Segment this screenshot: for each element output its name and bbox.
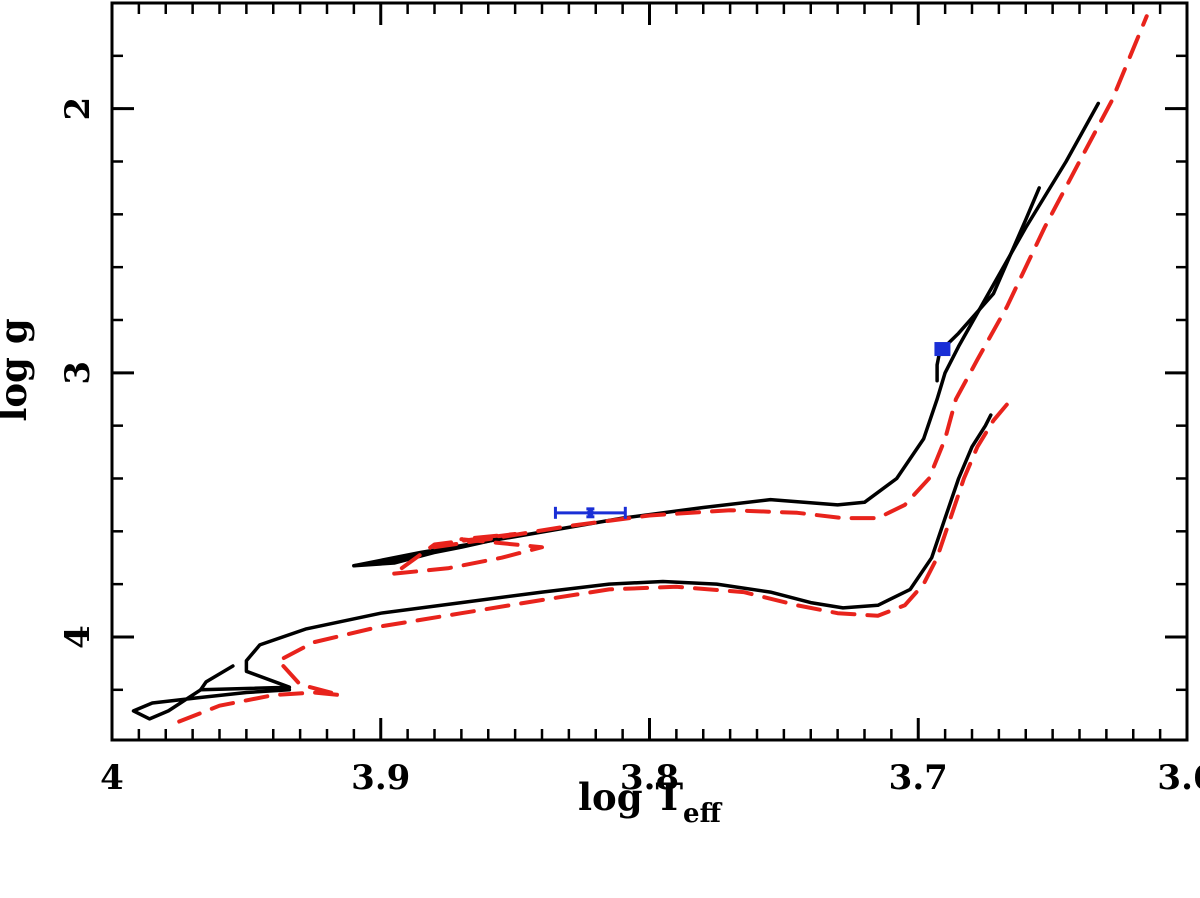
plot-frame	[110, 1, 1189, 742]
x-tick-label: 3.9	[351, 758, 410, 798]
series-group	[131, 14, 1149, 724]
x-axis-label-main: log T	[578, 775, 683, 819]
y-tick-label: 3	[58, 361, 98, 385]
major-ticks-group	[110, 3, 1189, 740]
y-tick-label: 4	[58, 625, 98, 649]
minor-ticks-group	[110, 1, 1189, 740]
track-2-solid	[131, 688, 292, 721]
track-1-dashed	[177, 402, 1009, 724]
track-3-solid	[352, 101, 1101, 568]
observed-star-main	[586, 509, 594, 517]
track-2-dashed	[392, 532, 544, 576]
x-tick-label: 3.8	[620, 758, 679, 798]
x-tick-label: 3.6	[1157, 758, 1200, 798]
x-axis-label-sub: eff	[683, 799, 723, 829]
y-tick-label: 2	[58, 97, 98, 121]
observed-star-giant	[934, 342, 951, 357]
track-1-solid	[198, 413, 993, 692]
tick-labels-group: 4 3.9 3.8 3.7 3.6 2 3 4	[58, 97, 1200, 798]
track-3-dashed	[432, 14, 1149, 550]
x-tick-label: 4	[100, 758, 124, 798]
track-5-solid	[935, 186, 1041, 383]
y-axis-label: log g	[0, 318, 35, 421]
x-tick-label: 3.7	[889, 758, 948, 798]
x-axis-label: log Teff	[578, 775, 723, 829]
